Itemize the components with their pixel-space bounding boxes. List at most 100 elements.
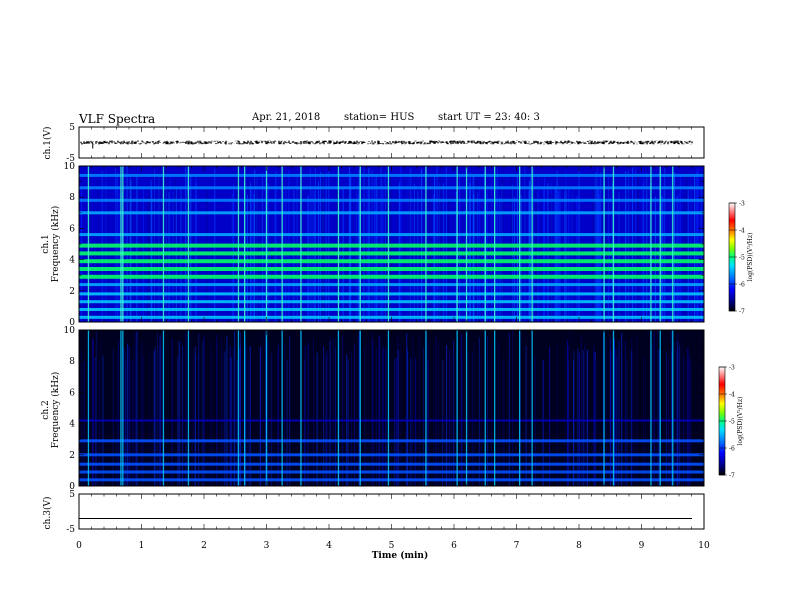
background-streak bbox=[385, 348, 387, 486]
sferic-spike bbox=[672, 166, 674, 322]
background-streak bbox=[542, 359, 544, 486]
background-streak bbox=[399, 343, 401, 486]
sferic-spike bbox=[612, 330, 615, 486]
background-streak bbox=[374, 177, 375, 322]
background-streak bbox=[128, 346, 130, 486]
background-streak bbox=[377, 188, 379, 322]
svg-text:Frequency (kHz): Frequency (kHz) bbox=[50, 206, 61, 283]
background-streak bbox=[582, 350, 584, 486]
ch2-spectrogram-panel bbox=[78, 329, 705, 487]
background-streak bbox=[382, 350, 383, 486]
x-tick-label: 3 bbox=[264, 541, 270, 551]
background-streak bbox=[475, 179, 477, 322]
background-streak bbox=[414, 351, 416, 486]
sferic-spike bbox=[237, 166, 240, 322]
background-streak bbox=[645, 358, 647, 486]
background-streak bbox=[417, 190, 419, 322]
sferic-spike bbox=[387, 166, 390, 322]
sferic-spike bbox=[337, 166, 340, 322]
background-streak bbox=[415, 358, 417, 486]
sferic-spike bbox=[603, 166, 605, 322]
background-streak bbox=[342, 335, 344, 486]
x-tick-label: 9 bbox=[639, 541, 645, 551]
background-streak bbox=[95, 331, 97, 486]
background-streak bbox=[171, 338, 173, 486]
background-streak bbox=[158, 337, 160, 486]
emission-band bbox=[79, 211, 704, 215]
background-streak bbox=[313, 337, 314, 486]
colorbar-tick-label: -7 bbox=[729, 473, 735, 480]
background-streak bbox=[211, 350, 213, 486]
background-streak bbox=[237, 361, 239, 486]
background-streak bbox=[143, 188, 144, 322]
background-streak bbox=[558, 191, 560, 322]
background-streak bbox=[143, 342, 145, 486]
background-streak bbox=[285, 189, 287, 322]
background-streak bbox=[100, 340, 102, 486]
background-streak bbox=[407, 351, 409, 486]
y-tick-label: 10 bbox=[64, 162, 76, 172]
background-streak bbox=[375, 175, 377, 322]
background-streak bbox=[566, 189, 567, 322]
y-tick-label: 4 bbox=[69, 256, 75, 266]
background-streak bbox=[636, 335, 637, 486]
background-streak bbox=[248, 360, 250, 486]
background-streak bbox=[335, 348, 336, 486]
background-streak bbox=[616, 348, 618, 486]
background-streak bbox=[106, 193, 108, 322]
background-streak bbox=[676, 348, 678, 486]
background-streak bbox=[511, 177, 512, 322]
background-streak bbox=[427, 336, 429, 486]
background-streak bbox=[478, 337, 480, 486]
sferic-spike bbox=[237, 330, 240, 486]
background-streak bbox=[550, 193, 552, 322]
background-streak bbox=[512, 330, 514, 486]
background-streak bbox=[503, 360, 505, 486]
background-streak bbox=[461, 334, 463, 486]
sferic-spike bbox=[87, 166, 90, 322]
sferic-spike bbox=[456, 166, 458, 322]
emission-band bbox=[79, 462, 704, 466]
background-streak bbox=[596, 189, 598, 322]
background-streak bbox=[516, 175, 518, 322]
background-streak bbox=[382, 345, 384, 486]
background-streak bbox=[246, 194, 248, 322]
background-streak bbox=[455, 191, 457, 322]
x-axis-label: Time (min) bbox=[372, 550, 429, 561]
background-streak bbox=[569, 330, 571, 486]
background-streak bbox=[334, 338, 336, 486]
background-streak bbox=[423, 347, 424, 486]
background-streak bbox=[239, 347, 241, 486]
background-streak bbox=[651, 344, 653, 486]
background-streak bbox=[336, 190, 338, 322]
sferic-spike bbox=[120, 166, 122, 322]
background-streak bbox=[203, 335, 205, 486]
background-streak bbox=[436, 339, 437, 486]
x-tick-label: 4 bbox=[326, 541, 332, 551]
panel-frame bbox=[78, 493, 705, 530]
sferic-spike bbox=[603, 330, 605, 486]
background-streak bbox=[529, 360, 531, 486]
sferic-spike bbox=[265, 330, 268, 486]
background-streak bbox=[180, 340, 182, 486]
background-streak bbox=[593, 351, 595, 486]
background-streak bbox=[584, 344, 585, 486]
background-streak bbox=[487, 361, 489, 486]
sferic-spike bbox=[281, 330, 283, 486]
background-streak bbox=[254, 176, 256, 322]
background-streak bbox=[129, 359, 131, 486]
background-streak bbox=[687, 190, 689, 322]
y-tick-label: 4 bbox=[69, 420, 75, 430]
emission-band bbox=[79, 419, 704, 422]
background-streak bbox=[308, 193, 309, 322]
background-streak bbox=[621, 333, 623, 486]
background-streak bbox=[595, 358, 597, 486]
background-streak bbox=[433, 194, 435, 322]
background-streak bbox=[359, 330, 360, 486]
date-label: Apr. 21, 2018 bbox=[252, 112, 321, 123]
background-streak bbox=[530, 176, 532, 322]
x-tick-label: 2 bbox=[201, 541, 207, 551]
emission-band bbox=[79, 267, 704, 271]
background-streak bbox=[443, 359, 445, 486]
background-streak bbox=[358, 335, 360, 486]
